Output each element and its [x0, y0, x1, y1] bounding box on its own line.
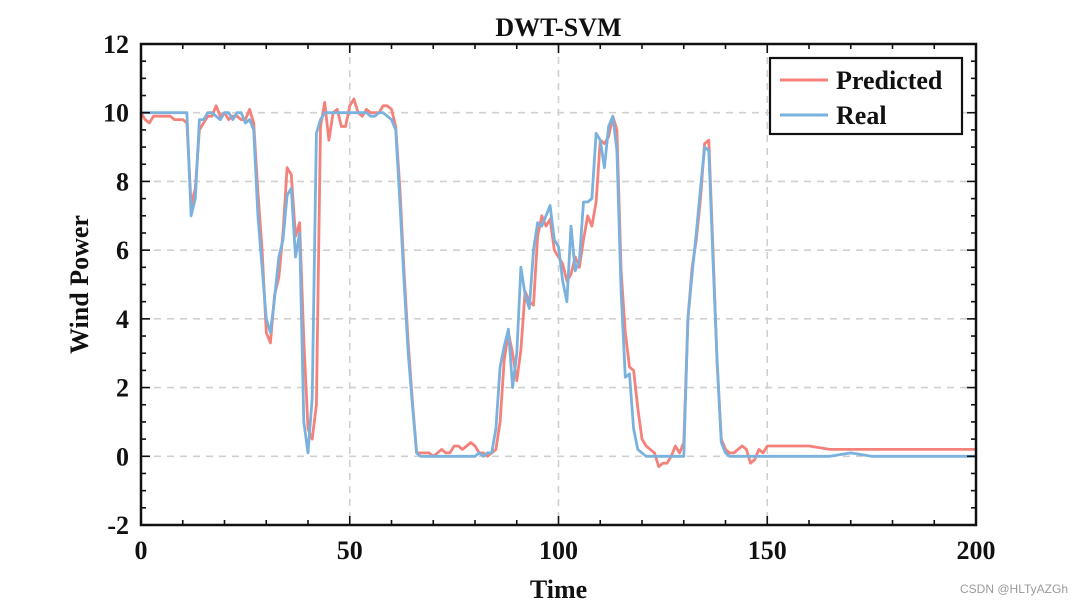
legend-box [768, 56, 964, 136]
x-tick-labels: 0 50 100 150 200 [135, 536, 996, 565]
y-tick-label: 10 [103, 99, 129, 128]
y-tick-labels: -2 0 2 4 6 8 10 12 [103, 30, 129, 540]
series-real-line [139, 111, 978, 458]
y-axis-label: Wind Power [65, 215, 94, 354]
x-tick-label: 0 [135, 536, 148, 565]
y-tick-label: 0 [116, 442, 129, 471]
y-tick-label: 2 [116, 374, 129, 403]
x-axis-label: Time [530, 575, 587, 604]
y-tick-label: 4 [116, 305, 129, 334]
chart-title: DWT-SVM [495, 13, 621, 42]
x-tick-label: 200 [957, 536, 996, 565]
x-tick-label: 150 [748, 536, 787, 565]
x-tick-label: 50 [337, 536, 363, 565]
series-layer [139, 97, 978, 469]
legend: Predicted Real [768, 56, 964, 136]
y-tick-label: 12 [103, 30, 129, 59]
legend-label-predicted: Predicted [836, 66, 943, 95]
y-tick-label: 6 [116, 236, 129, 265]
legend-label-real: Real [836, 101, 887, 130]
y-tick-label: -2 [107, 511, 129, 540]
x-tick-label: 100 [539, 536, 578, 565]
y-tick-label: 8 [116, 167, 129, 196]
axis-ticks [140, 43, 977, 526]
watermark-text: CSDN @HLTyAZGh [960, 582, 1068, 596]
